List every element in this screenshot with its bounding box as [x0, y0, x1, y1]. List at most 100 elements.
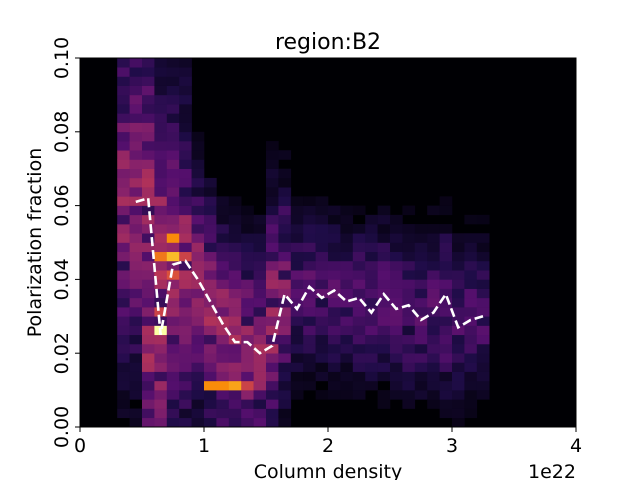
heatmap-cell — [179, 371, 192, 382]
heatmap-cell — [204, 288, 217, 299]
heatmap-cell — [216, 316, 230, 326]
heatmap-cell — [352, 205, 366, 216]
heatmap-cell — [129, 159, 143, 169]
heatmap-cell — [166, 399, 180, 409]
heatmap-cell — [266, 196, 279, 206]
heatmap-cell — [352, 288, 366, 299]
heatmap-cell — [303, 288, 316, 299]
heatmap-cell — [414, 242, 428, 253]
heatmap-cell — [377, 224, 391, 234]
heatmap-cell — [439, 279, 453, 289]
heatmap — [117, 58, 490, 428]
heatmap-cell — [464, 380, 478, 391]
heatmap-cell — [377, 214, 391, 225]
heatmap-cell — [154, 94, 168, 105]
heatmap-cell — [191, 150, 205, 160]
heatmap-cell — [328, 279, 341, 289]
heatmap-cell — [390, 343, 403, 354]
heatmap-cell — [402, 307, 416, 317]
heatmap-cell — [377, 343, 391, 354]
heatmap-cell — [204, 316, 217, 326]
heatmap-cell — [179, 399, 192, 409]
heatmap-cell — [142, 122, 155, 133]
heatmap-cell — [191, 168, 205, 179]
heatmap-cell — [390, 279, 403, 289]
heatmap-cell — [303, 325, 316, 336]
heatmap-cell — [142, 131, 155, 142]
heatmap-cell — [129, 177, 143, 188]
heatmap-cell — [402, 260, 416, 271]
heatmap-cell — [129, 353, 143, 363]
heatmap-cell — [142, 380, 155, 391]
heatmap-cell — [166, 122, 180, 133]
heatmap-cell — [228, 390, 242, 400]
heatmap-cell — [216, 196, 230, 206]
x-axis-label: Column density — [254, 461, 402, 480]
heatmap-cell — [154, 380, 168, 391]
heatmap-cell — [377, 325, 391, 336]
heatmap-cell — [253, 270, 267, 280]
heatmap-cell — [266, 205, 279, 216]
heatmap-cell — [290, 353, 304, 363]
heatmap-cell — [117, 288, 130, 299]
heatmap-cell — [117, 316, 130, 326]
heatmap-cell — [129, 325, 143, 336]
heatmap-cell — [228, 353, 242, 363]
heatmap-cell — [241, 371, 254, 382]
heatmap-cell — [328, 325, 341, 336]
heatmap-cell — [365, 224, 378, 234]
heatmap-cell — [365, 260, 378, 271]
heatmap-cell — [241, 233, 254, 243]
heatmap-cell — [166, 297, 180, 308]
heatmap-cell — [179, 214, 192, 225]
heatmap-cell — [439, 196, 453, 206]
heatmap-cell — [142, 168, 155, 179]
heatmap-cell — [241, 408, 254, 419]
heatmap-cell — [315, 325, 329, 336]
heatmap-cell — [228, 408, 242, 419]
heatmap-cell — [402, 362, 416, 372]
heatmap-cell — [179, 76, 192, 86]
heatmap-cell — [427, 251, 440, 262]
heatmap-cell — [253, 343, 267, 354]
heatmap-cell — [216, 224, 230, 234]
series-layer — [135, 196, 484, 355]
heatmap-cell — [154, 316, 168, 326]
heatmap-cell — [452, 390, 465, 400]
heatmap-cell — [228, 399, 242, 409]
heatmap-cell — [340, 279, 354, 289]
heatmap-cell — [253, 233, 267, 243]
heatmap-cell — [328, 343, 341, 354]
heatmap-cell — [117, 113, 130, 123]
heatmap-cell — [166, 141, 180, 151]
heatmap-cell — [328, 316, 341, 326]
heatmap-cell — [191, 343, 205, 354]
heatmap-cell — [253, 390, 267, 400]
heatmap-cell — [414, 307, 428, 317]
heatmap-cell — [204, 177, 217, 188]
heatmap-cell — [452, 260, 465, 271]
heatmap-cell — [191, 417, 205, 428]
heatmap-cell — [204, 187, 217, 197]
heatmap-cell — [414, 353, 428, 363]
heatmap-cell — [129, 205, 143, 216]
heatmap-cell — [266, 334, 279, 345]
heatmap-cell — [179, 224, 192, 234]
heatmap-cell — [476, 334, 490, 345]
heatmap-cell — [303, 224, 316, 234]
heatmap-cell — [166, 242, 180, 253]
heatmap-cell — [414, 362, 428, 372]
heatmap-cell — [166, 417, 180, 428]
heatmap-cell — [352, 251, 366, 262]
heatmap-cell — [278, 307, 292, 317]
heatmap-cell — [142, 113, 155, 123]
heatmap-cell — [253, 251, 267, 262]
heatmap-cell — [266, 279, 279, 289]
heatmap-cell — [464, 390, 478, 400]
heatmap-cell — [129, 288, 143, 299]
heatmap-cell — [402, 371, 416, 382]
y-tick-label: 0.04 — [51, 258, 73, 300]
heatmap-cell — [204, 390, 217, 400]
heatmap-cell — [154, 150, 168, 160]
